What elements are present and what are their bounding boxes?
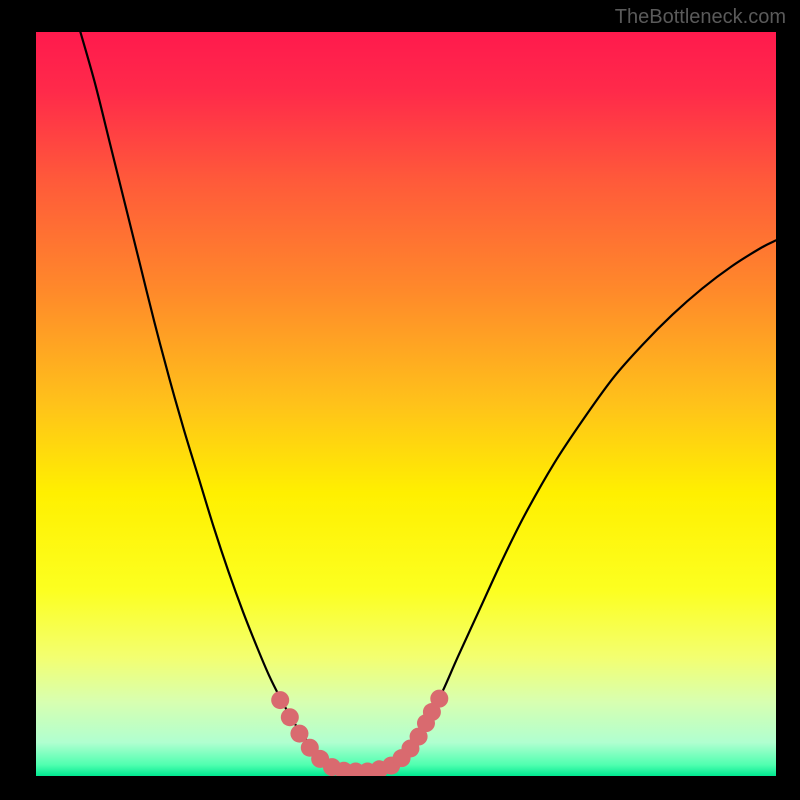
chart-container: TheBottleneck.com (0, 0, 800, 800)
watermark-text: TheBottleneck.com (615, 6, 786, 29)
bottleneck-curve-chart (0, 0, 800, 800)
